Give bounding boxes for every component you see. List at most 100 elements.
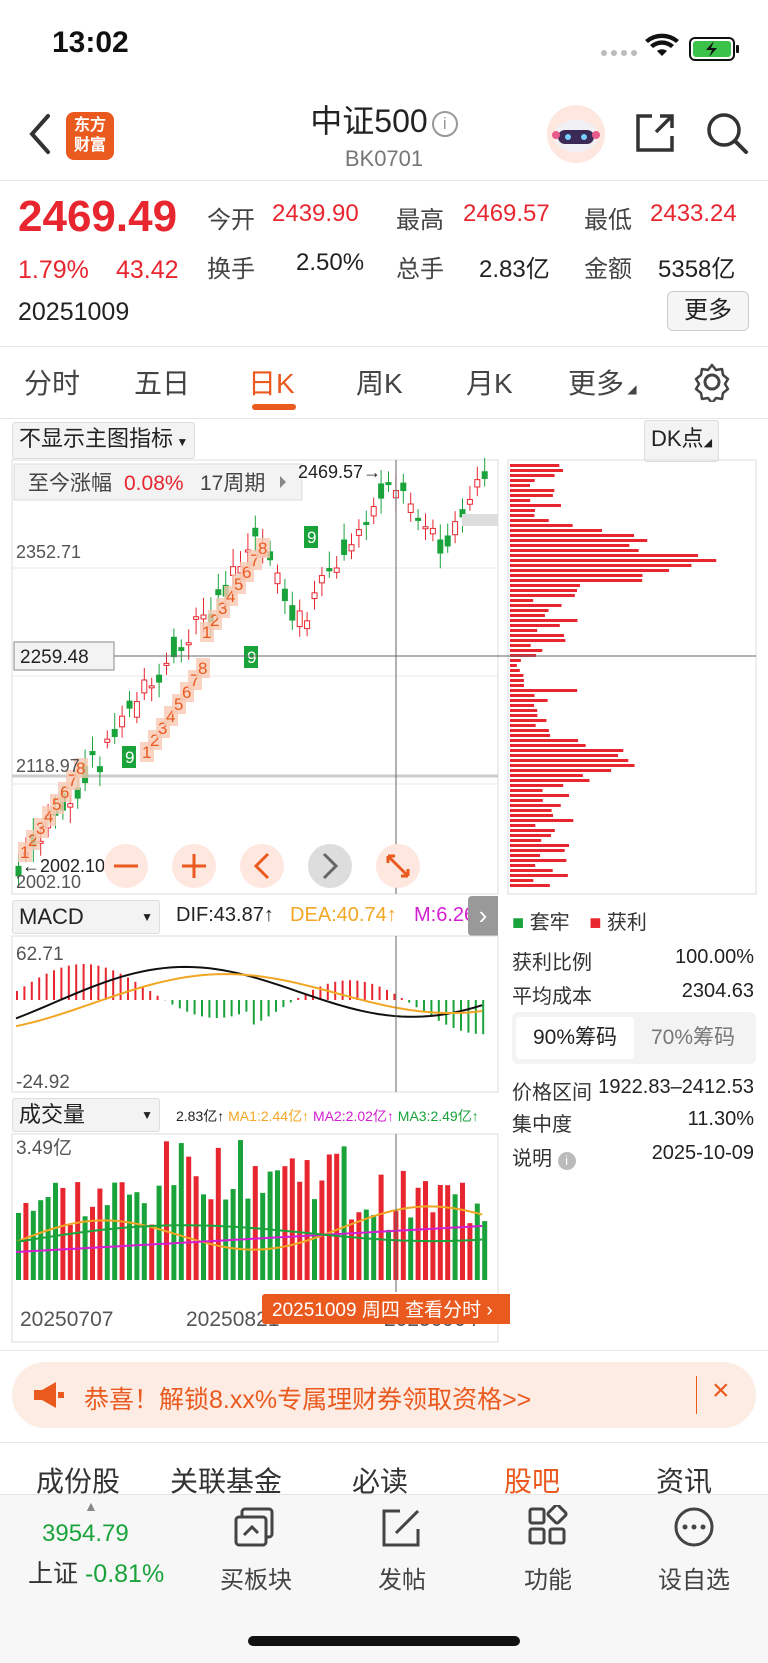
- main-indicator-select[interactable]: 不显示主图指标 ▼: [12, 422, 196, 459]
- info-icon[interactable]: i: [557, 1152, 576, 1170]
- signal-icon: [601, 50, 637, 56]
- avg-cost-label: 平均成本: [512, 986, 592, 1008]
- change-value: 43.42: [116, 256, 179, 284]
- tab-monthly-k[interactable]: 月K: [466, 368, 513, 399]
- scroll-right-button[interactable]: [308, 844, 352, 888]
- tab-news[interactable]: 资讯: [656, 1466, 713, 1497]
- search-icon[interactable]: [704, 110, 750, 156]
- page-title: 中证500 i: [0, 96, 768, 142]
- macd-chart: 62.71 -24.92: [11, 935, 499, 1093]
- gear-icon[interactable]: [692, 362, 732, 402]
- info-icon[interactable]: i: [431, 111, 458, 137]
- svg-text:6: 6: [242, 563, 251, 582]
- status-icons: [601, 33, 739, 61]
- tab-related-funds[interactable]: 关联基金: [170, 1466, 283, 1497]
- nav-label: 发帖: [378, 1567, 426, 1594]
- close-icon[interactable]: ×: [712, 1374, 730, 1407]
- amount-label: 金额: [584, 256, 632, 283]
- tab-constituents[interactable]: 成份股: [36, 1466, 121, 1497]
- nav-functions[interactable]: 功能: [488, 1503, 608, 1595]
- tab-daily-k[interactable]: 日K: [248, 368, 295, 399]
- svg-text:9: 9: [307, 528, 316, 547]
- tab-chip-90[interactable]: 90%筹码: [516, 1017, 634, 1059]
- tab-guba[interactable]: 股吧: [504, 1466, 561, 1497]
- tooltip-text[interactable]: 20251009 周四 查看分时 ›: [272, 1299, 493, 1321]
- tab-five-day[interactable]: 五日: [134, 368, 191, 399]
- banner-text: 恭喜！解锁8.xx%专属理财券领取资格>>: [84, 1386, 532, 1414]
- svg-text:7: 7: [68, 771, 77, 790]
- chevron-down-icon: ▼: [141, 1108, 153, 1122]
- date-tooltip[interactable]: [262, 1294, 510, 1324]
- summary-period: 17周期: [200, 472, 265, 495]
- macd-dea: DEA:40.74↑: [290, 904, 397, 926]
- concentration-label: 集中度: [512, 1114, 572, 1136]
- megaphone-icon: [34, 1382, 64, 1408]
- svg-text:7: 7: [190, 671, 199, 690]
- chip-range-tabs: 90%筹码 70%筹码: [512, 1012, 756, 1064]
- fullscreen-button[interactable]: [376, 844, 420, 888]
- more-quote-button[interactable]: 更多: [667, 291, 749, 331]
- arrow-up-icon: ↑: [263, 904, 274, 926]
- svg-text:6: 6: [60, 783, 69, 802]
- status-time: 13:02: [52, 26, 129, 59]
- buy-sector-icon: [234, 1507, 274, 1547]
- volume-label: 总手: [396, 256, 444, 283]
- tab-intraday[interactable]: 分时: [24, 368, 81, 399]
- grid-icon: [528, 1503, 568, 1545]
- nav-compose[interactable]: 发帖: [342, 1505, 462, 1595]
- period-summary[interactable]: [13, 463, 303, 501]
- index-value[interactable]: 3954.79: [42, 1520, 129, 1547]
- scroll-left-button[interactable]: [240, 844, 284, 888]
- volume-select[interactable]: 成交量 ▼: [12, 1098, 160, 1132]
- svg-text:8: 8: [76, 759, 85, 778]
- chevron-down-icon: ▼: [173, 435, 189, 449]
- share-icon[interactable]: [632, 110, 678, 156]
- volume-chart: 3.49亿 20250707 20250821 20250904 2025100…: [11, 1133, 510, 1343]
- macd-y-top: 62.71: [16, 944, 64, 965]
- low-label: 最低: [584, 207, 632, 234]
- nav-buy-sector[interactable]: 买板块: [196, 1505, 316, 1595]
- dk-point-button[interactable]: DK点◢: [644, 420, 720, 462]
- profit-ratio-label: 获利比例: [512, 952, 592, 974]
- x-label-1: 20250707: [20, 1308, 113, 1331]
- triangle-up-icon: ▲: [84, 1498, 98, 1514]
- arrow-up-icon: ↑: [386, 1108, 394, 1124]
- index-ticker[interactable]: 上证 -0.81%: [28, 1560, 165, 1588]
- crosshair-price: 2259.48: [20, 647, 89, 668]
- arrow-right-icon: →: [363, 462, 381, 482]
- promo-banner[interactable]: 恭喜！解锁8.xx%专属理财券领取资格>> ×: [12, 1362, 756, 1428]
- back-icon[interactable]: [26, 112, 54, 156]
- svg-text:8: 8: [198, 659, 207, 678]
- last-price: 2469.49: [18, 192, 178, 241]
- arrow-up-icon: ↑: [386, 904, 397, 926]
- macd-select[interactable]: MACD ▼: [12, 900, 160, 934]
- macd-y-bottom: -24.92: [16, 1072, 70, 1093]
- candlesticks: [15, 458, 488, 887]
- zoom-in-button[interactable]: [172, 844, 216, 888]
- volume-value: 2.83亿: [479, 256, 550, 283]
- tab-chip-70[interactable]: 70%筹码: [650, 1026, 736, 1049]
- amount-value: 5358亿: [658, 256, 736, 283]
- chevron-right-icon[interactable]: ›: [468, 896, 498, 936]
- nav-add-watchlist[interactable]: 设自选: [634, 1505, 754, 1595]
- svg-text:1: 1: [202, 623, 211, 642]
- tab-weekly-k[interactable]: 周K: [356, 368, 403, 399]
- tab-must-read[interactable]: 必读: [352, 1466, 409, 1497]
- home-indicator: [248, 1636, 520, 1646]
- zoom-out-button[interactable]: [104, 844, 148, 888]
- svg-text:9: 9: [247, 648, 256, 667]
- macd-dif: DIF:43.87↑: [176, 904, 274, 926]
- svg-text:1: 1: [142, 743, 151, 762]
- low-value: 2433.24: [650, 200, 737, 227]
- price-range-value: 1922.83–2412.53: [598, 1076, 754, 1098]
- tab-more[interactable]: 更多 ◢: [568, 368, 637, 399]
- nav-label: 功能: [524, 1567, 572, 1594]
- chip-legend: ■ 套牢 ■ 获利: [512, 912, 647, 934]
- corner-triangle-icon: ◢: [624, 382, 637, 396]
- robot-assistant-icon[interactable]: [546, 104, 606, 164]
- tab-active-indicator: [252, 404, 296, 410]
- profit-ratio-value: 100.00%: [675, 946, 754, 968]
- svg-text:9: 9: [125, 748, 134, 767]
- svg-text:3: 3: [218, 599, 227, 618]
